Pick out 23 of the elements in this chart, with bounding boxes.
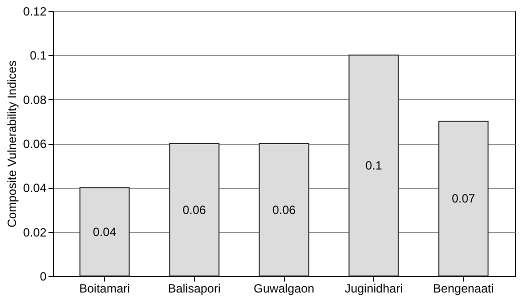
y-tick-label: 0.06	[23, 137, 47, 151]
data-label: 0.06	[182, 202, 206, 217]
bar	[169, 143, 220, 276]
bar	[79, 187, 130, 276]
y-tick-label: 0.12	[23, 4, 47, 18]
y-tick-label: 0	[40, 270, 47, 284]
bar	[348, 54, 399, 276]
y-tick-label: 0.02	[23, 225, 47, 240]
data-label: 0.06	[272, 202, 296, 217]
bar	[258, 143, 310, 276]
x-tick-label: Guwalgaon	[254, 282, 314, 296]
x-tick-label: Juginidhari	[344, 282, 403, 296]
y-tick-label: 0.08	[23, 92, 47, 107]
data-label: 0.1	[365, 158, 382, 173]
y-tick-label: 0.04	[23, 181, 47, 196]
data-label: 0.07	[452, 192, 476, 206]
y-tick-label: 0.1	[30, 48, 47, 63]
x-tick-label: Boitamari	[79, 282, 130, 296]
x-tick-label: Balisapori	[168, 282, 221, 296]
x-tick-label: Bengenaati	[433, 282, 494, 296]
y-axis-title: Composite Vulnerability Indices	[5, 60, 20, 228]
data-label: 0.04	[92, 224, 117, 239]
bar	[438, 120, 489, 276]
